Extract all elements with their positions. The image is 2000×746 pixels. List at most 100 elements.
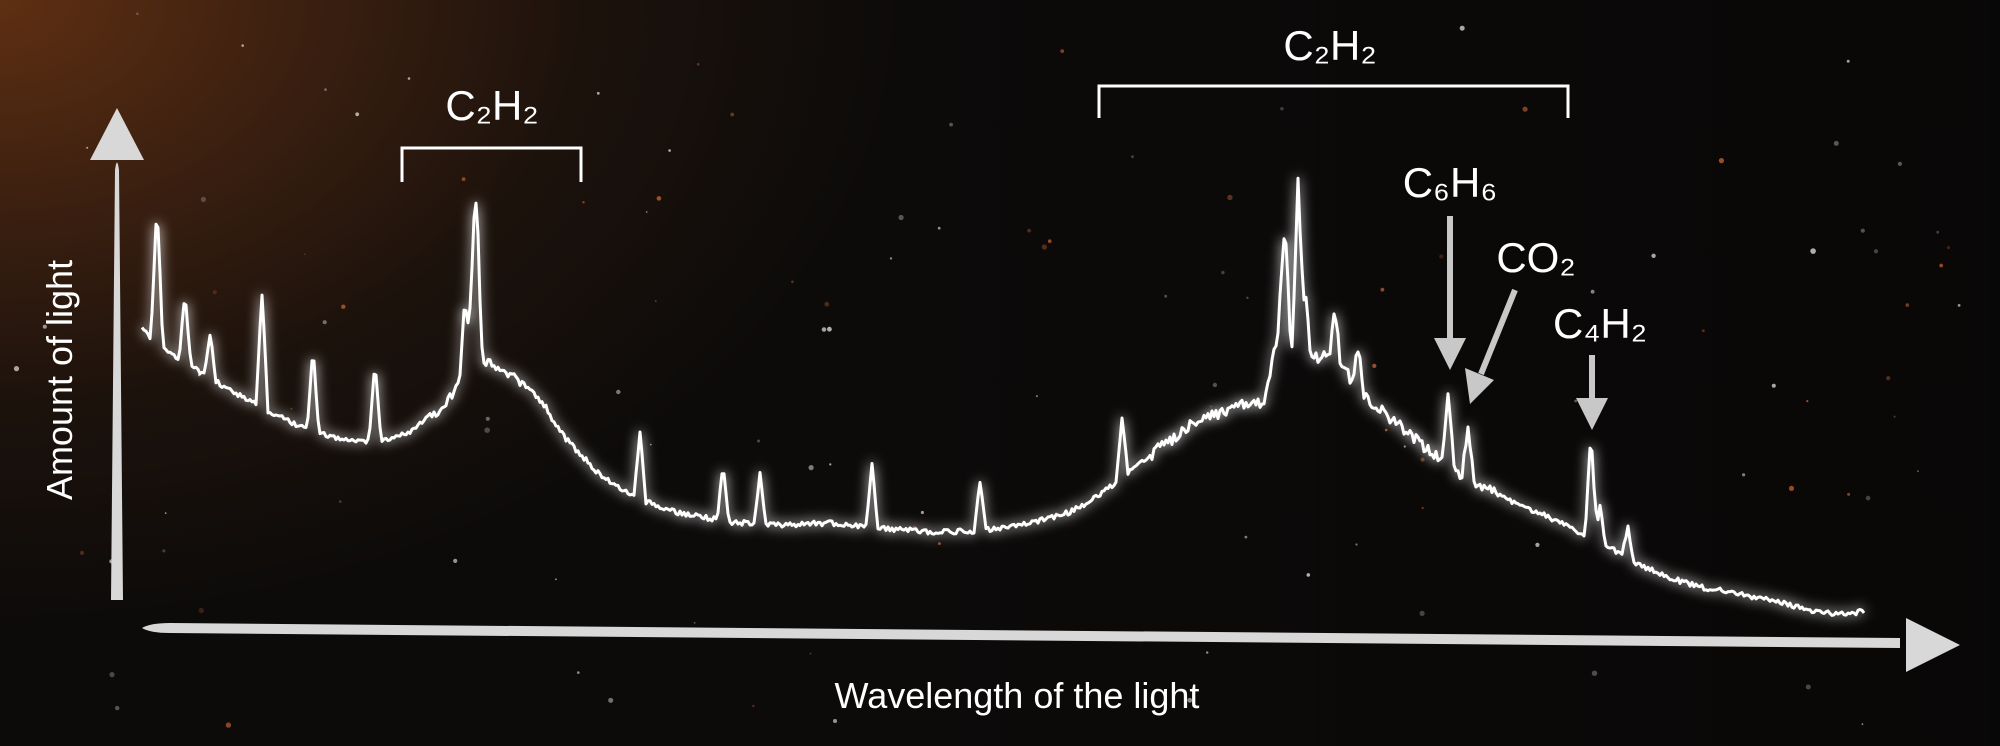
star bbox=[136, 12, 139, 15]
star bbox=[485, 416, 490, 421]
star bbox=[920, 510, 925, 515]
star bbox=[616, 389, 621, 395]
star bbox=[1035, 395, 1038, 398]
star bbox=[1060, 49, 1065, 53]
star bbox=[937, 226, 941, 230]
annotation-arrowhead-c4h2 bbox=[1576, 398, 1608, 430]
star bbox=[1355, 543, 1358, 546]
star bbox=[1905, 303, 1910, 307]
star bbox=[1846, 59, 1850, 63]
star bbox=[1041, 244, 1047, 250]
star bbox=[833, 719, 837, 723]
star bbox=[1742, 473, 1746, 477]
star bbox=[1865, 495, 1871, 501]
star bbox=[650, 443, 652, 446]
star bbox=[1886, 376, 1891, 381]
star bbox=[1221, 270, 1225, 275]
star bbox=[322, 320, 327, 325]
star bbox=[654, 300, 657, 302]
star bbox=[1372, 363, 1377, 368]
star bbox=[757, 439, 760, 443]
star bbox=[162, 549, 166, 553]
annotation-label-c2h2-2: C₂H₂ bbox=[1283, 22, 1376, 69]
star bbox=[1957, 304, 1961, 307]
star bbox=[1788, 485, 1795, 491]
star bbox=[109, 672, 115, 678]
star bbox=[1897, 161, 1902, 166]
star bbox=[1209, 405, 1212, 408]
star bbox=[42, 324, 47, 329]
star bbox=[303, 253, 306, 256]
star bbox=[656, 196, 662, 201]
star bbox=[1833, 140, 1839, 146]
star bbox=[212, 290, 217, 295]
star bbox=[1861, 723, 1864, 725]
star bbox=[1860, 228, 1865, 233]
star bbox=[1227, 194, 1233, 201]
annotation-label-co2: CO₂ bbox=[1496, 234, 1575, 281]
star bbox=[1591, 670, 1598, 676]
star bbox=[752, 704, 755, 708]
star bbox=[1306, 573, 1311, 577]
star bbox=[1047, 239, 1052, 243]
star bbox=[1806, 400, 1809, 403]
star bbox=[889, 257, 893, 260]
star bbox=[730, 112, 735, 117]
star bbox=[821, 327, 827, 332]
star bbox=[809, 652, 812, 655]
star bbox=[1380, 287, 1385, 292]
star bbox=[484, 427, 491, 434]
y-axis bbox=[111, 162, 123, 600]
star bbox=[693, 622, 696, 624]
star bbox=[555, 578, 557, 581]
star bbox=[1206, 651, 1209, 654]
annotation-label-c6h6: C₆H₆ bbox=[1403, 159, 1498, 206]
star bbox=[341, 304, 346, 309]
star bbox=[1939, 263, 1944, 268]
star bbox=[1916, 470, 1919, 473]
star bbox=[1701, 329, 1705, 333]
star bbox=[1574, 399, 1578, 403]
star bbox=[1936, 230, 1940, 234]
star bbox=[949, 122, 953, 127]
star bbox=[241, 44, 244, 47]
star bbox=[407, 77, 411, 80]
star bbox=[1027, 228, 1031, 233]
star bbox=[577, 671, 580, 674]
star bbox=[608, 697, 614, 703]
star bbox=[1131, 155, 1134, 159]
x-axis-arrowhead bbox=[1906, 618, 1960, 672]
annotation-arrow-co2 bbox=[1478, 288, 1518, 376]
star bbox=[596, 91, 600, 95]
star bbox=[1384, 428, 1388, 432]
star bbox=[1718, 158, 1724, 164]
star bbox=[1280, 107, 1284, 111]
star bbox=[1459, 25, 1465, 31]
star bbox=[79, 550, 85, 556]
x-axis-label: Wavelength of the light bbox=[835, 675, 1200, 716]
star bbox=[164, 512, 167, 514]
star bbox=[1810, 248, 1816, 254]
star bbox=[1535, 542, 1540, 548]
star bbox=[338, 500, 342, 503]
star bbox=[808, 465, 814, 471]
star bbox=[1946, 246, 1951, 250]
y-axis-arrowhead bbox=[90, 108, 144, 160]
star bbox=[355, 112, 360, 117]
annotation-label-c2h2-1: C₂H₂ bbox=[445, 82, 538, 129]
annotation-bracket-c2h2-1 bbox=[400, 146, 583, 182]
star bbox=[1420, 457, 1425, 462]
star bbox=[1439, 254, 1444, 259]
star bbox=[1438, 191, 1441, 194]
annotation-arrowhead-co2 bbox=[1465, 368, 1494, 404]
star bbox=[1771, 383, 1776, 388]
star bbox=[198, 607, 204, 614]
star bbox=[1212, 382, 1218, 388]
star bbox=[696, 63, 700, 66]
star bbox=[13, 366, 20, 372]
star bbox=[1244, 535, 1248, 539]
background-stars bbox=[13, 12, 1961, 728]
star bbox=[324, 88, 327, 91]
